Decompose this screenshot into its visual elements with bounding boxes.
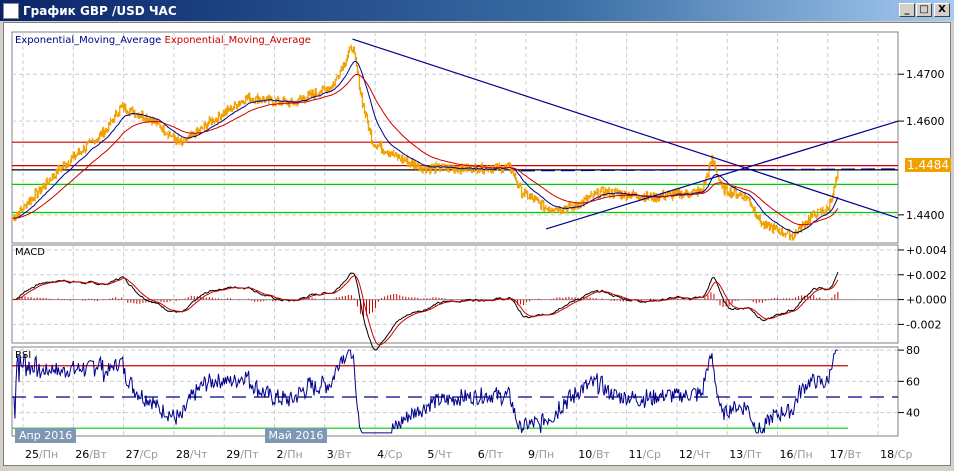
- y-tick-label: 1.4400: [906, 209, 945, 222]
- date-label: 27/Ср: [125, 448, 158, 461]
- date-label: 28/Чт: [175, 448, 208, 461]
- trendline: [520, 168, 899, 172]
- month-badge: Апр 2016: [15, 428, 77, 443]
- panel-frame: [11, 346, 899, 437]
- y-tick-label: +0.000: [906, 294, 947, 307]
- trendline: [352, 38, 899, 219]
- date-label: 9/Пн: [528, 448, 555, 461]
- legend-ema-slow: Exponential_Moving_Average: [164, 35, 311, 46]
- maximize-button[interactable]: □: [916, 3, 932, 17]
- y-tick-label: 80: [906, 344, 920, 357]
- chart-app-icon: [3, 2, 19, 19]
- date-label: 4/Ср: [377, 448, 403, 461]
- ema-fast-line: [12, 60, 839, 234]
- month-badge: Май 2016: [264, 428, 328, 443]
- panel-frame: [11, 244, 899, 344]
- y-tick-label: 1.4700: [906, 68, 945, 81]
- macd-signal-line: [12, 275, 839, 346]
- date-label: 5/Чт: [427, 448, 453, 461]
- date-label: 25/Пн: [25, 448, 59, 461]
- trendline: [545, 120, 899, 230]
- window-title: График GBP /USD ЧАС: [23, 3, 177, 18]
- date-label: 29/Пт: [226, 448, 259, 461]
- legend-ema-fast: Exponential_Moving_Average: [15, 35, 162, 46]
- date-label: 17/Вт: [829, 448, 862, 461]
- y-tick-label: +0.002: [906, 269, 947, 282]
- title-bar: График GBP /USD ЧАС _ □ X: [0, 0, 954, 21]
- date-label: 12/Чт: [678, 448, 711, 461]
- y-tick-label: +0.004: [906, 244, 947, 257]
- date-label: 26/Вт: [75, 448, 107, 461]
- y-tick-label: 60: [906, 375, 920, 388]
- legend: Exponential_Moving_Average Exponential_M…: [15, 35, 311, 46]
- close-button[interactable]: X: [934, 3, 950, 17]
- date-label: 18/Ср: [880, 448, 913, 461]
- macd-label: MACD: [15, 247, 45, 258]
- date-label: 16/Пн: [779, 448, 813, 461]
- date-label: 13/Пт: [729, 448, 762, 461]
- y-tick-label: -0.002: [906, 318, 941, 331]
- panel-frame: [11, 31, 899, 244]
- date-label: 11/Ср: [628, 448, 661, 461]
- date-label: 2/Пн: [276, 448, 303, 461]
- date-label: 3/Вт: [326, 448, 352, 461]
- ema-slow-line: [12, 73, 839, 226]
- rsi-line: [12, 349, 838, 434]
- y-tick-label: 1.4600: [906, 115, 945, 128]
- y-tick-label: 40: [906, 407, 920, 420]
- date-label: 10/Вт: [578, 448, 610, 461]
- date-label: 6/Пт: [477, 448, 504, 461]
- minimize-button[interactable]: _: [899, 3, 915, 17]
- current-price-label: 1.4484: [905, 158, 951, 172]
- rsi-label: RSI: [15, 350, 32, 361]
